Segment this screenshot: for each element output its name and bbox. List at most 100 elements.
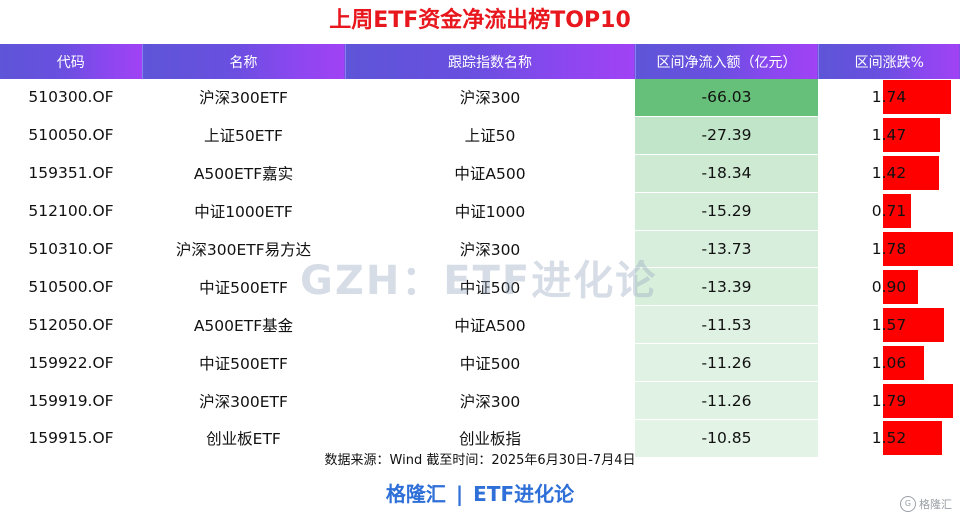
logo-badge-icon: G — [900, 496, 916, 512]
change-bar — [883, 269, 918, 304]
net-flow-heat: -18.34 — [635, 154, 818, 192]
cell-code: 159915.OF — [0, 419, 142, 458]
table-row: 512100.OF 中证1000ETF 中证1000 -15.29 0.71 — [0, 192, 960, 231]
cell-change: 1.47 — [818, 116, 960, 155]
footer-brand-right: ETF进化论 — [473, 482, 575, 506]
header-net-flow: 区间净流入额（亿元） — [635, 44, 819, 79]
change-value: 1.52 — [871, 429, 907, 448]
change-bar — [883, 80, 951, 115]
cell-net-flow: -11.26 — [635, 381, 818, 421]
change-bar-wrap: 1.52 — [818, 420, 960, 456]
cell-name: 上证50ETF — [142, 116, 345, 155]
change-value: 1.79 — [871, 391, 907, 410]
header-code: 代码 — [0, 44, 143, 79]
net-flow-heat: -66.03 — [635, 79, 818, 116]
change-bar-wrap: 0.90 — [818, 269, 960, 305]
net-flow-value: -66.03 — [701, 88, 752, 107]
cell-net-flow: -15.29 — [635, 192, 818, 231]
change-value: 1.57 — [871, 315, 907, 334]
cell-change: 1.52 — [818, 419, 960, 458]
cell-code: 512100.OF — [0, 192, 142, 231]
page-title: 上周ETF资金净流出榜TOP10 — [329, 8, 631, 33]
net-flow-value: -10.85 — [701, 429, 752, 448]
change-bar-wrap: 1.42 — [818, 155, 960, 191]
change-bar — [883, 421, 942, 456]
change-bar-wrap: 1.74 — [818, 79, 960, 115]
net-flow-value: -11.26 — [701, 353, 752, 372]
cell-code: 510300.OF — [0, 79, 142, 117]
cell-change: 1.74 — [818, 79, 960, 117]
cell-index: 中证1000 — [345, 192, 635, 231]
cell-name: 中证500ETF — [142, 267, 345, 307]
cell-index: 沪深300 — [345, 230, 635, 269]
net-flow-heat: -10.85 — [635, 420, 818, 457]
cell-name: 沪深300ETF — [142, 79, 345, 117]
table-body: 510300.OF 沪深300ETF 沪深300 -66.03 1.74 510050.O… — [0, 79, 960, 458]
cell-net-flow: -18.34 — [635, 154, 818, 193]
net-flow-value: -15.29 — [701, 202, 752, 221]
cell-change: 0.71 — [818, 192, 960, 231]
cell-net-flow: -11.53 — [635, 305, 818, 345]
change-bar-wrap: 1.79 — [818, 383, 960, 419]
table-header-row: 代码 名称 跟踪指数名称 区间净流入额（亿元） 区间涨跌% — [0, 44, 960, 79]
table-row: 510050.OF 上证50ETF 上证50 -27.39 1.47 — [0, 116, 960, 155]
change-bar — [883, 194, 911, 229]
change-bar-wrap: 1.78 — [818, 231, 960, 267]
etf-outflow-table: 代码 名称 跟踪指数名称 区间净流入额（亿元） 区间涨跌% 510300.OF 沪… — [0, 44, 960, 458]
change-bar-wrap: 1.06 — [818, 345, 960, 381]
cell-net-flow: -10.85 — [635, 419, 818, 458]
change-bar — [883, 345, 924, 380]
table-row: 159922.OF 中证500ETF 中证500 -11.26 1.06 — [0, 343, 960, 383]
cell-code: 159922.OF — [0, 343, 142, 383]
cell-change: 1.78 — [818, 230, 960, 269]
change-value: 0.71 — [871, 202, 907, 221]
table-row: 510310.OF 沪深300ETF易方达 沪深300 -13.73 1.78 — [0, 230, 960, 269]
cell-index: 上证50 — [345, 116, 635, 155]
cell-change: 1.42 — [818, 154, 960, 193]
cell-net-flow: -13.39 — [635, 267, 818, 307]
table-row: 159351.OF A500ETF嘉实 中证A500 -18.34 1.42 — [0, 154, 960, 193]
net-flow-value: -13.73 — [701, 240, 752, 258]
net-flow-heat: -13.73 — [635, 230, 818, 268]
cell-index: 中证500 — [345, 267, 635, 307]
net-flow-heat: -11.26 — [635, 344, 818, 382]
net-flow-value: -13.39 — [701, 277, 752, 296]
cell-index: 中证A500 — [345, 305, 635, 345]
header-change: 区间涨跌% — [818, 44, 960, 79]
change-value: 1.42 — [871, 164, 907, 183]
cell-name: 中证1000ETF — [142, 192, 345, 231]
cell-change: 0.90 — [818, 267, 960, 307]
cell-index: 中证500 — [345, 343, 635, 383]
net-flow-value: -11.26 — [701, 391, 752, 410]
cell-code: 159919.OF — [0, 381, 142, 421]
change-bar-wrap: 0.71 — [818, 193, 960, 229]
net-flow-heat: -27.39 — [635, 116, 818, 154]
net-flow-value: -27.39 — [701, 126, 752, 145]
footer-brand-left: 格隆汇 — [385, 482, 446, 506]
cell-change: 1.06 — [818, 343, 960, 383]
cell-net-flow: -27.39 — [635, 116, 818, 155]
cell-code: 510500.OF — [0, 267, 142, 307]
cell-code: 159351.OF — [0, 154, 142, 193]
cell-change: 1.57 — [818, 305, 960, 345]
net-flow-value: -11.53 — [701, 315, 752, 334]
table-row: 510500.OF 中证500ETF 中证500 -13.39 0.90 — [0, 267, 960, 307]
cell-name: A500ETF嘉实 — [142, 154, 345, 193]
cell-code: 512050.OF — [0, 305, 142, 345]
net-flow-heat: -15.29 — [635, 192, 818, 230]
logo-text: 格隆汇 — [919, 498, 952, 511]
cell-name: 中证500ETF — [142, 343, 345, 383]
cell-index: 创业板指 — [345, 419, 635, 458]
cell-code: 510310.OF — [0, 230, 142, 269]
change-value: 1.78 — [871, 240, 907, 258]
change-value: 0.90 — [871, 277, 907, 296]
footer-brand: 格隆汇 | ETF进化论 — [0, 478, 960, 507]
publisher-logo: G 格隆汇 — [900, 496, 952, 512]
table-row: 159915.OF 创业板ETF 创业板指 -10.85 1.52 — [0, 419, 960, 458]
table-row: 512050.OF A500ETF基金 中证A500 -11.53 1.57 — [0, 305, 960, 345]
net-flow-heat: -11.53 — [635, 306, 818, 344]
cell-change: 1.79 — [818, 381, 960, 421]
change-value: 1.06 — [871, 353, 907, 372]
table-row: 159919.OF 沪深300ETF 沪深300 -11.26 1.79 — [0, 381, 960, 421]
change-value: 1.47 — [871, 126, 907, 145]
